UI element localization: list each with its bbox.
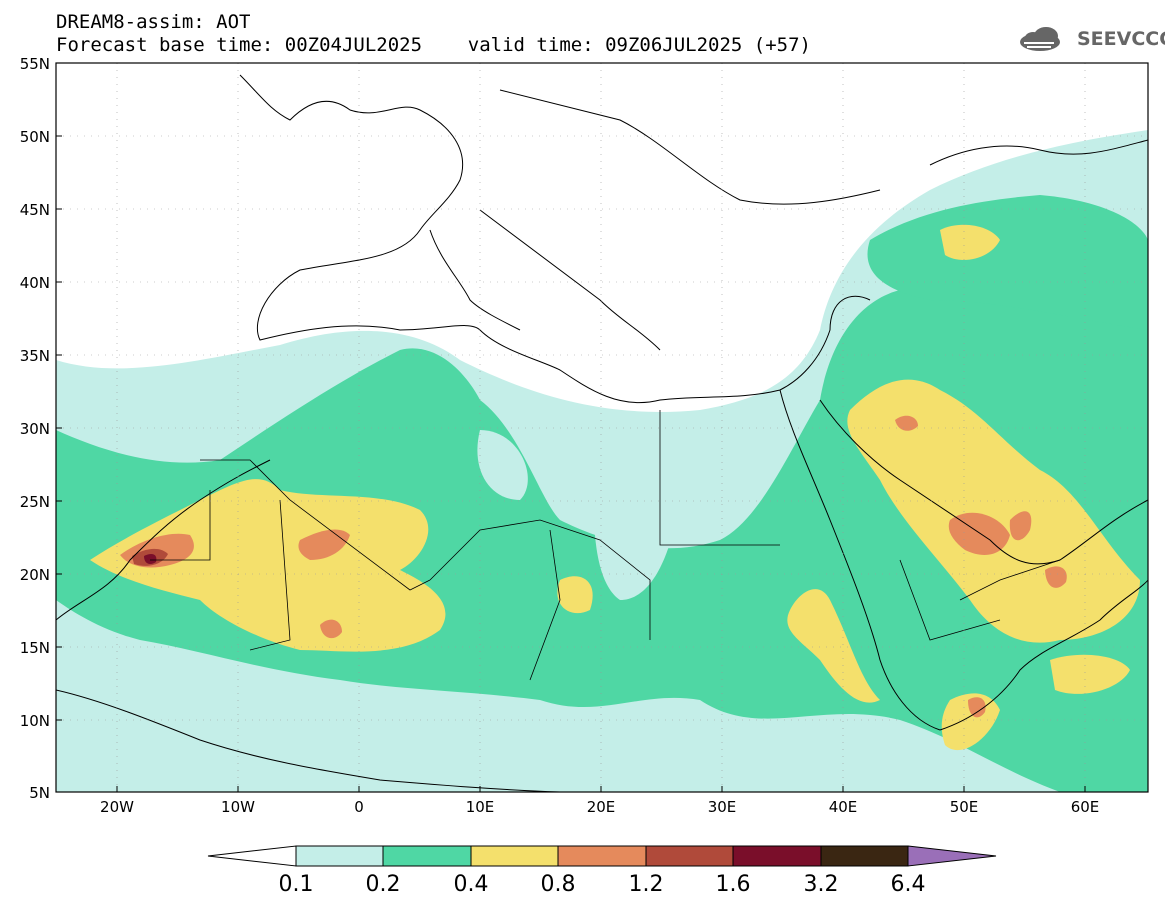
colorbar-label: 0.8 <box>540 872 576 897</box>
colorbar-label: 6.4 <box>890 872 926 897</box>
lon-label: 60E <box>1070 798 1100 816</box>
colorbar-label: 3.2 <box>803 872 839 897</box>
lon-label: 40E <box>828 798 858 816</box>
axis-ticks <box>56 135 1086 792</box>
colorbar-bin <box>470 845 559 867</box>
aot-field <box>56 130 1148 792</box>
lat-label: 10N <box>19 712 50 730</box>
lon-label: 0 <box>354 798 364 816</box>
forecast-times: Forecast base time: 00Z04JUL2025 valid t… <box>56 34 811 56</box>
colorbar-label: 0.2 <box>365 872 401 897</box>
lat-label: 15N <box>19 639 50 657</box>
graticule <box>56 63 1148 792</box>
lat-label: 25N <box>19 493 50 511</box>
lon-label: 20E <box>586 798 616 816</box>
colorbar-label: 1.6 <box>715 872 751 897</box>
colorbar-bin <box>732 845 822 867</box>
lat-label: 5N <box>29 784 50 802</box>
lon-label: 30E <box>707 798 737 816</box>
lat-label: 35N <box>19 347 50 365</box>
colorbar-bin <box>295 845 384 867</box>
lat-label: 40N <box>19 274 50 292</box>
lat-label: 55N <box>19 55 50 73</box>
cloud-icon <box>1020 27 1060 51</box>
lat-label: 45N <box>19 201 50 219</box>
colorbar-bin <box>557 845 647 867</box>
borders <box>150 410 1061 681</box>
colorbar-label: 0.4 <box>453 872 489 897</box>
colorbar-label: 0.1 <box>278 872 314 897</box>
colorbar-label: 1.2 <box>628 872 664 897</box>
lon-label: 10E <box>465 798 495 816</box>
colorbar <box>207 845 997 867</box>
lat-label: 30N <box>19 420 50 438</box>
map-title: DREAM8-assim: AOT <box>56 11 251 33</box>
lon-label: 10W <box>221 798 255 816</box>
lon-label: 50E <box>949 798 979 816</box>
colorbar-high-triangle <box>907 845 997 867</box>
lat-label: 50N <box>19 128 50 146</box>
colorbar-low-triangle <box>207 845 297 867</box>
lat-label: 20N <box>19 566 50 584</box>
logo-text: SEEVCCC <box>1077 28 1165 50</box>
lon-label: 20W <box>100 798 134 816</box>
colorbar-bin <box>645 845 734 867</box>
colorbar-bin <box>382 845 472 867</box>
colorbar-bin <box>820 845 909 867</box>
coastlines <box>56 74 1148 792</box>
